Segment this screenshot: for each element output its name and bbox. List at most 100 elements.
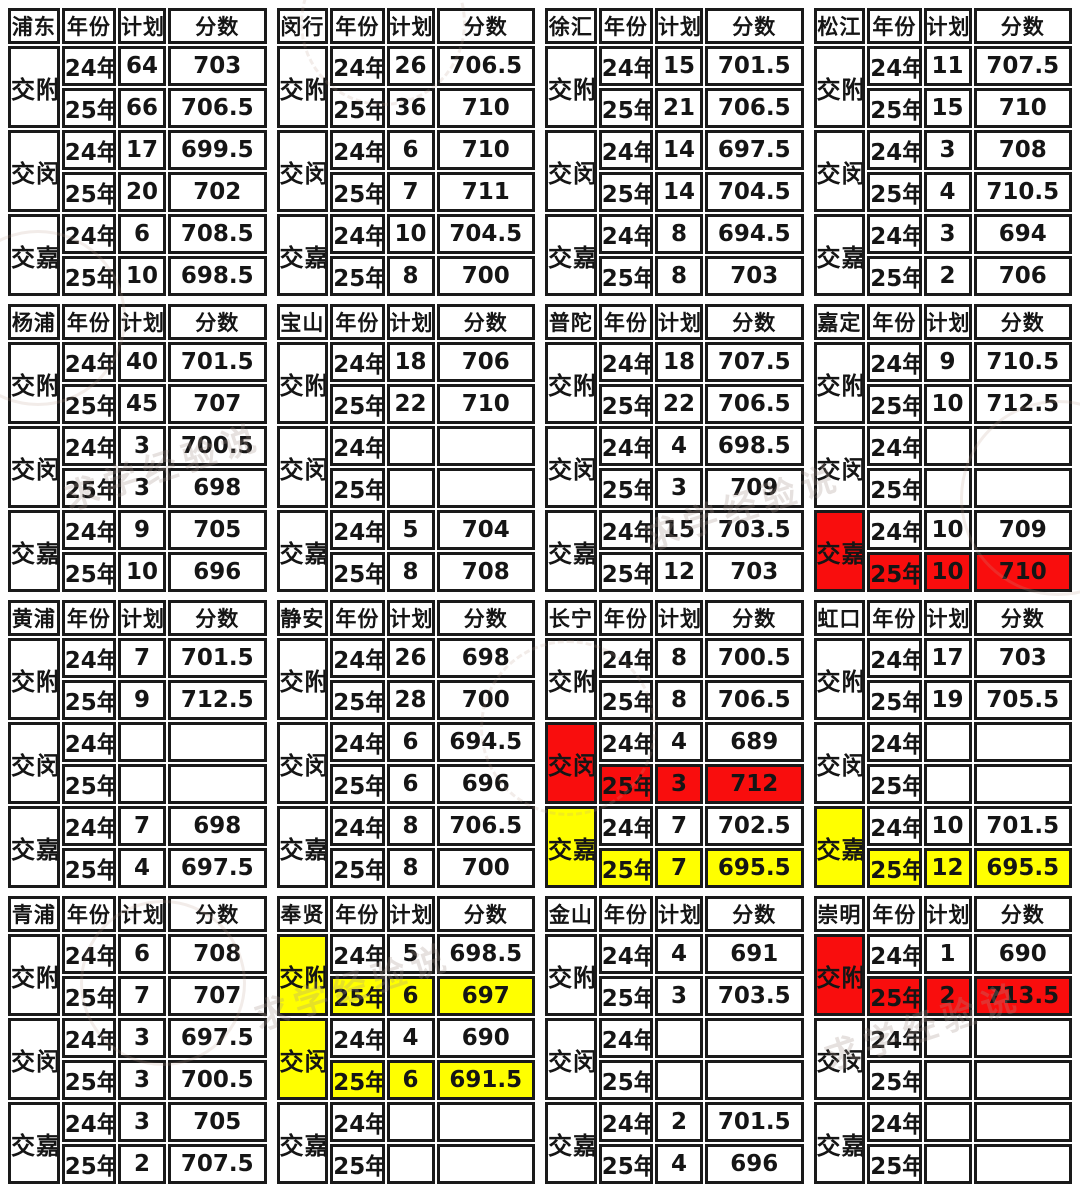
table-row: 交嘉 24年 15 703.5 (545, 510, 804, 592)
plan-cell (923, 764, 972, 804)
plan-cell: 14 (655, 130, 703, 170)
column-header: 年份 (867, 600, 922, 636)
plan-cell: 8 (386, 848, 435, 888)
year-cell: 25年 (330, 256, 385, 296)
district-table: 普陀 年份 计划 分数 交附 24年 18 707.5 25年 22 706.5 交闵 24年 4 698.… (543, 302, 806, 594)
score-cell: 700 (436, 680, 535, 720)
score-cell: 697.5 (168, 1018, 267, 1058)
column-header: 年份 (330, 8, 385, 44)
score-cell: 703 (973, 638, 1072, 678)
year-cell: 24年 (598, 214, 654, 254)
score-cell: 701.5 (973, 806, 1072, 846)
district-table: 奉贤 年份 计划 分数 交附 24年 5 698.5 25年 6 697 交闵 24年 4 690 25年 6 6… (275, 894, 538, 1186)
table-row: 交闵 24年 17 699.5 (8, 130, 267, 212)
district-name-header: 静安 (276, 600, 329, 636)
score-cell: 709 (973, 510, 1072, 550)
year-cell: 24年 (61, 934, 117, 974)
column-header: 分数 (168, 304, 267, 340)
school-label: 交附 (545, 638, 597, 720)
plan-cell: 7 (118, 976, 166, 1016)
year-cell: 24年 (61, 342, 117, 382)
plan-cell (386, 426, 435, 466)
plan-cell (118, 722, 166, 762)
score-cell: 708 (168, 934, 267, 974)
year-cell: 25年 (598, 88, 654, 128)
school-label: 交附 (8, 934, 60, 1016)
district-table: 黄浦 年份 计划 分数 交附 24年 7 701.5 25年 9 712.5 交闵 24年 25年 交嘉 24… (6, 598, 269, 890)
district-name-header: 杨浦 (8, 304, 60, 340)
district-table: 崇明 年份 计划 分数 交附 24年 1 690 25年 2 713.5 交闵 24年 25年 交嘉 24年 2… (812, 894, 1075, 1186)
column-header: 计划 (655, 304, 703, 340)
year-cell: 24年 (61, 46, 117, 86)
score-cell: 706.5 (705, 88, 804, 128)
district-name-header: 宝山 (276, 304, 329, 340)
plan-cell: 4 (923, 172, 972, 212)
school-label: 交闵 (545, 722, 597, 804)
score-cell: 712.5 (973, 384, 1072, 424)
year-cell: 25年 (61, 680, 117, 720)
year-cell: 24年 (330, 1102, 385, 1142)
table-row: 25年 20 702 (8, 172, 267, 212)
score-cell (705, 1018, 804, 1058)
year-cell: 24年 (867, 1018, 922, 1058)
table-row: 25年 21 706.5 (545, 88, 804, 128)
score-cell (168, 764, 267, 804)
district-name-header: 浦东 (8, 8, 60, 44)
year-cell: 25年 (867, 384, 922, 424)
year-cell: 24年 (61, 214, 117, 254)
district-name-header: 嘉定 (813, 304, 866, 340)
table-row: 25年 12 703 (545, 552, 804, 592)
table-row: 25年 8 706.5 (545, 680, 804, 720)
year-cell: 25年 (867, 172, 922, 212)
table-row: 交附 24年 40 701.5 (8, 342, 267, 424)
school-label: 交附 (813, 638, 866, 720)
plan-cell: 7 (386, 172, 435, 212)
year-cell: 24年 (867, 342, 922, 382)
column-header: 年份 (330, 304, 385, 340)
plan-cell: 2 (923, 976, 972, 1016)
year-cell: 24年 (598, 1018, 654, 1058)
year-cell: 25年 (61, 552, 117, 592)
school-label: 交嘉 (8, 214, 60, 296)
score-cell: 689 (705, 722, 804, 762)
table-row: 交闵 24年 6 694.5 (276, 722, 535, 804)
year-cell: 24年 (598, 46, 654, 86)
plan-cell: 5 (386, 934, 435, 974)
column-header: 计划 (386, 896, 435, 932)
score-cell: 706.5 (436, 46, 535, 86)
table-row: 交附 24年 18 707.5 (545, 342, 804, 424)
column-header: 计划 (923, 600, 972, 636)
year-cell: 24年 (598, 130, 654, 170)
year-cell: 25年 (61, 468, 117, 508)
score-cell: 706.5 (436, 806, 535, 846)
year-cell: 25年 (598, 680, 654, 720)
table-row: 交嘉 24年 6 708.5 (8, 214, 267, 296)
school-label: 交闵 (276, 426, 329, 508)
school-label: 交闵 (545, 1018, 597, 1100)
plan-cell (923, 1144, 972, 1184)
table-row: 25年 10 712.5 (814, 384, 1072, 424)
header-row: 黄浦 年份 计划 分数 (8, 600, 267, 636)
year-cell: 25年 (330, 468, 385, 508)
score-cell: 694 (973, 214, 1072, 254)
column-header: 分数 (168, 8, 267, 44)
score-cell: 700.5 (168, 426, 267, 466)
year-cell: 25年 (598, 976, 654, 1016)
table-row: 25年 9 712.5 (8, 680, 267, 720)
score-cell: 696 (168, 552, 267, 592)
school-label: 交嘉 (813, 510, 866, 592)
district-table: 虹口 年份 计划 分数 交附 24年 17 703 25年 19 705.5 交闵 24年 25年 交嘉 24… (812, 598, 1075, 890)
plan-cell: 3 (118, 468, 166, 508)
district-table: 徐汇 年份 计划 分数 交附 24年 15 701.5 25年 21 706.5 交闵 24年 14 697… (543, 6, 806, 298)
year-cell: 25年 (598, 1060, 654, 1100)
table-row: 25年 8 700 (277, 256, 535, 296)
plan-cell: 19 (923, 680, 972, 720)
table-row: 交闵 24年 (8, 722, 267, 804)
column-header: 年份 (598, 304, 654, 340)
plan-cell: 15 (655, 46, 703, 86)
district-table: 金山 年份 计划 分数 交附 24年 4 691 25年 3 703.5 交闵 24年 25年 交嘉 24年 2… (543, 894, 806, 1186)
year-cell: 24年 (867, 806, 922, 846)
plan-cell: 10 (923, 510, 972, 550)
table-row: 交嘉 24年 (813, 1102, 1072, 1184)
score-cell: 701.5 (168, 342, 267, 382)
